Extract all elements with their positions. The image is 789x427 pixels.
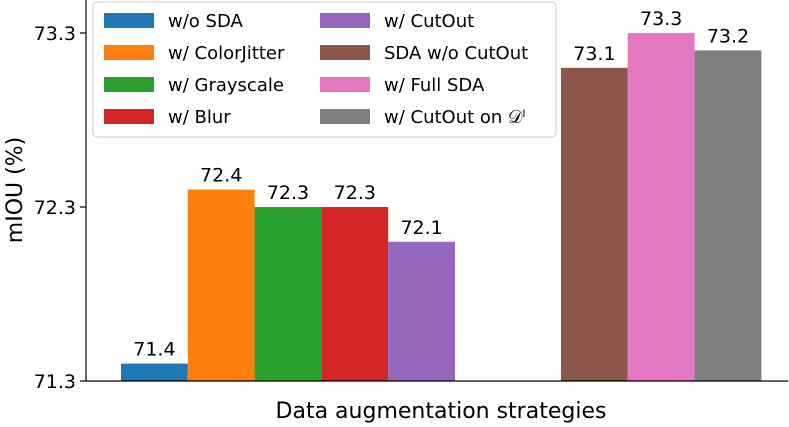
bar-1-1 <box>121 363 188 381</box>
legend-swatch <box>320 13 370 28</box>
bar-2-3 <box>694 50 762 382</box>
legend: w/o SDA w/ ColorJitter w/ Grayscale w/ Blur… <box>92 1 557 138</box>
legend-swatch <box>320 77 370 92</box>
bar-value-label: 71.4 <box>133 339 175 361</box>
x-axis-title: Data augmentation strategies <box>276 399 607 424</box>
y-tick-label: 73.3 <box>34 23 76 45</box>
legend-label: w/ ColorJitter <box>168 43 285 64</box>
bar-value-label: 73.2 <box>707 25 749 47</box>
bar-value-label: 72.3 <box>334 182 376 204</box>
legend-swatch <box>320 109 370 124</box>
legend-swatch <box>104 45 154 60</box>
bar-value-label: 73.3 <box>640 8 682 30</box>
bar-value-label: 72.1 <box>400 217 442 239</box>
legend-label: w/ CutOut on 𝒟ˡ <box>384 107 525 128</box>
y-tick-label: 71.3 <box>34 371 76 393</box>
y-ticks: 71.3 72.3 73.3 <box>34 23 86 393</box>
legend-label: w/ Grayscale <box>168 75 284 96</box>
bar-2-1 <box>561 67 628 382</box>
legend-swatch <box>104 109 154 124</box>
legend-swatch <box>104 13 154 28</box>
bar-2-2 <box>627 33 695 381</box>
data-labels: 71.4 72.4 72.3 72.3 72.1 73.1 73.3 73.2 <box>133 8 749 361</box>
legend-label: w/ Blur <box>168 107 231 128</box>
legend-swatch <box>104 77 154 92</box>
bar-1-2 <box>187 189 255 381</box>
y-tick-label: 72.3 <box>34 197 76 219</box>
axes <box>85 0 788 382</box>
legend-label: w/ CutOut <box>384 11 474 32</box>
legend-label: w/o SDA <box>168 11 243 32</box>
bar-1-4 <box>321 207 389 381</box>
y-axis-title: mIOU (%) <box>3 137 28 243</box>
legend-swatch <box>320 45 370 60</box>
bar-1-3 <box>254 207 322 381</box>
bar-1-5 <box>388 241 455 381</box>
legend-label: SDA w/o CutOut <box>384 43 528 64</box>
bars <box>121 33 762 382</box>
bar-value-label: 72.4 <box>200 165 242 187</box>
bar-value-label: 73.1 <box>573 43 615 65</box>
legend-frame <box>92 1 557 138</box>
bar-value-label: 72.3 <box>267 182 309 204</box>
legend-label: w/ Full SDA <box>384 75 485 96</box>
